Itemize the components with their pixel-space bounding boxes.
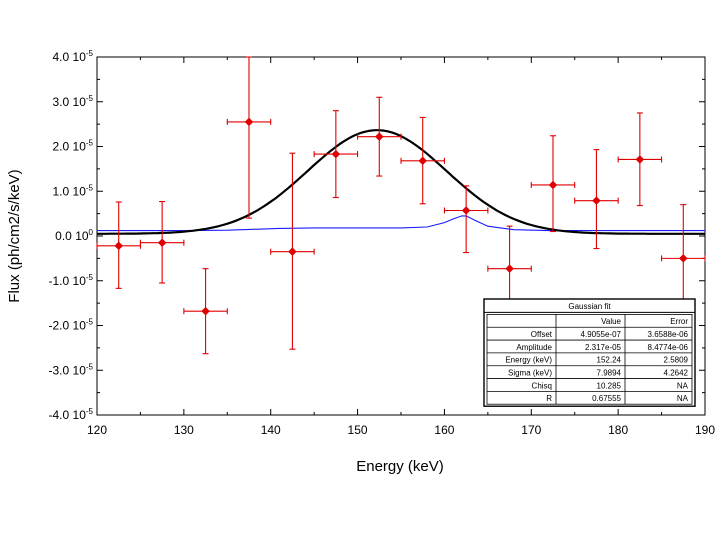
x-tick-label: 180	[608, 423, 628, 437]
data-point	[505, 264, 514, 274]
fit-table-title: Gaussian fit	[568, 302, 611, 311]
y-tick-label: -2.0 10-5	[49, 318, 94, 333]
background-curve	[97, 215, 705, 232]
fit-table-cell: Energy (keV)	[505, 356, 552, 365]
fit-table-cell: 2.5809	[664, 356, 689, 365]
fit-table-cell: 152.24	[597, 356, 622, 365]
fit-table-cell: 7.9894	[597, 369, 622, 378]
fit-table-cell: Amplitude	[516, 343, 552, 352]
data-point	[114, 241, 124, 251]
fit-table-cell: R	[546, 394, 552, 403]
fit-table-cell: Offset	[531, 330, 553, 339]
fit-table-cell: 2.317e-05	[585, 343, 622, 352]
x-tick-label: 120	[87, 423, 107, 437]
data-point	[331, 149, 341, 159]
fit-table-cell: 4.2642	[664, 369, 689, 378]
x-tick-label: 130	[174, 423, 194, 437]
fit-table-cell: NA	[677, 394, 689, 403]
plot-frame-group: 120 130 140 150 160 170 180 190 4.0 10-5 3.0 10-5…	[49, 49, 716, 437]
x-tick-label: 140	[261, 423, 281, 437]
y-tick-label: 0.0 100	[55, 228, 93, 243]
data-point	[201, 306, 210, 316]
y-axis-title: Flux (ph/cm2/s/keV)	[6, 169, 23, 302]
fit-table-cell: 10.285	[597, 381, 622, 390]
data-point	[374, 132, 384, 142]
y-tick-label: 1.0 10-5	[53, 183, 94, 198]
data-point	[592, 196, 601, 206]
y-tick-label: -3.0 10-5	[49, 362, 94, 377]
fit-table-cell: 0.67555	[592, 394, 621, 403]
data-point	[157, 238, 167, 248]
x-axis-title: Energy (keV)	[356, 458, 444, 475]
data-point	[418, 156, 428, 166]
fit-table-cell: 4.9055e-07	[581, 330, 622, 339]
y-tick-label: 4.0 10-5	[53, 49, 94, 64]
fit-table-cell: Sigma (keV)	[508, 369, 552, 378]
y-tick-label: 2.0 10-5	[53, 139, 94, 154]
data-point	[288, 247, 297, 257]
x-tick-label: 190	[695, 423, 715, 437]
fit-table-cell: NA	[677, 381, 689, 390]
gaussian-fit-curve	[97, 129, 705, 235]
fit-table-header: Error	[670, 317, 688, 326]
data-points-group	[96, 56, 706, 355]
fit-table-inner	[486, 313, 693, 405]
fit-table-header: Value	[601, 317, 621, 326]
y-tick-label: -1.0 10-5	[49, 273, 94, 288]
fit-table-cell: 8.4774e-06	[648, 343, 689, 352]
data-point	[244, 117, 254, 127]
fit-table-cell: 3.6588e-06	[648, 330, 689, 339]
y-tick-label: -4.0 10-5	[49, 407, 94, 422]
data-point	[461, 206, 471, 215]
data-point	[635, 155, 645, 164]
y-tick-label: 3.0 10-5	[53, 94, 94, 109]
x-tick-label: 170	[521, 423, 541, 437]
data-point	[548, 180, 558, 190]
x-tick-label: 160	[434, 423, 454, 437]
curves-group	[97, 129, 705, 235]
fit-table: Gaussian fit Value Error Offset 4.9055e-07 3.…	[483, 298, 696, 407]
data-point	[678, 254, 688, 263]
fit-table-cell: Chisq	[532, 381, 552, 390]
x-tick-label: 150	[348, 423, 368, 437]
